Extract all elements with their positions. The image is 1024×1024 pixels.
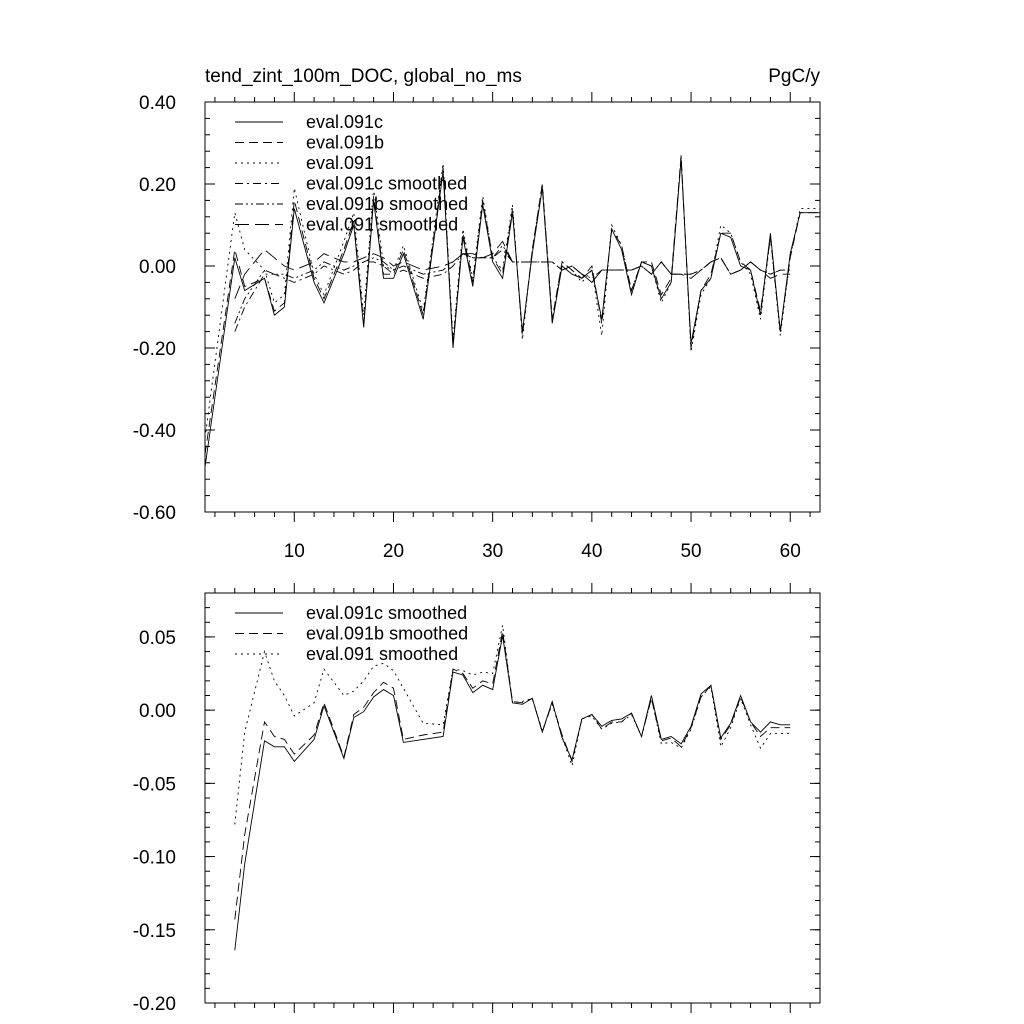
top-xtick-label: 10 [284,541,305,562]
top-ytick-label: -0.60 [133,503,176,524]
top-xtick-label: 60 [780,541,801,562]
top-legend-label: eval.091 [306,153,374,173]
top-series-line-5 [234,240,791,299]
top-legend-label: eval.091 smoothed [306,215,458,235]
bottom-plot-frame [204,592,821,1004]
bottom-legend-label: eval.091c smoothed [306,603,467,623]
top-panel: tend_zint_100m_DOC, global_no_ms PgC/y 0… [133,66,821,562]
top-legend-label: eval.091b smoothed [306,194,468,214]
top-ytick-label: 0.40 [139,93,176,114]
bottom-legend-label: eval.091b smoothed [306,624,468,644]
chart-units: PgC/y [768,66,820,87]
top-series-lines [204,155,820,467]
bottom-axis-ticks: 0.05 0.00 -0.05 -0.10 -0.15 -0.20 [133,583,820,1015]
bottom-series-line-1 [234,631,791,920]
top-legend-label: eval.091c [306,112,383,132]
top-xtick-label: 40 [581,541,602,562]
top-ytick-label: -0.40 [133,421,176,442]
top-series-line-1 [204,155,820,455]
top-plot-frame [204,101,821,513]
bottom-series-line-2 [234,625,791,825]
top-xtick-label: 50 [680,541,701,562]
top-series-line-2 [204,155,820,439]
bottom-ytick-label: -0.05 [133,774,176,795]
top-legend-label: eval.091c smoothed [306,174,467,194]
bottom-legend-label: eval.091 smoothed [306,644,458,664]
top-ytick-label: 0.00 [139,257,176,278]
top-legend-label: eval.091b [306,133,384,153]
bottom-series-lines [234,625,791,951]
top-ytick-label: 0.20 [139,175,176,196]
bottom-ytick-label: -0.20 [133,994,176,1015]
top-axis-ticks: 0.40 0.20 0.00 -0.20 -0.40 -0.60 10 20 30 40 50 60 [133,92,820,562]
top-series-line-0 [204,159,820,467]
top-xtick-label: 30 [482,541,503,562]
bottom-ytick-label: -0.15 [133,921,176,942]
bottom-ytick-label: 0.00 [139,701,176,722]
bottom-ytick-label: -0.10 [133,848,176,869]
bottom-panel: 0.05 0.00 -0.05 -0.10 -0.15 -0.20 eval.091c s… [133,583,821,1015]
top-ytick-label: -0.20 [133,339,176,360]
top-xtick-label: 20 [383,541,404,562]
chart-title: tend_zint_100m_DOC, global_no_ms [205,66,522,87]
bottom-series-line-0 [234,635,791,951]
bottom-ytick-label: 0.05 [139,628,176,649]
